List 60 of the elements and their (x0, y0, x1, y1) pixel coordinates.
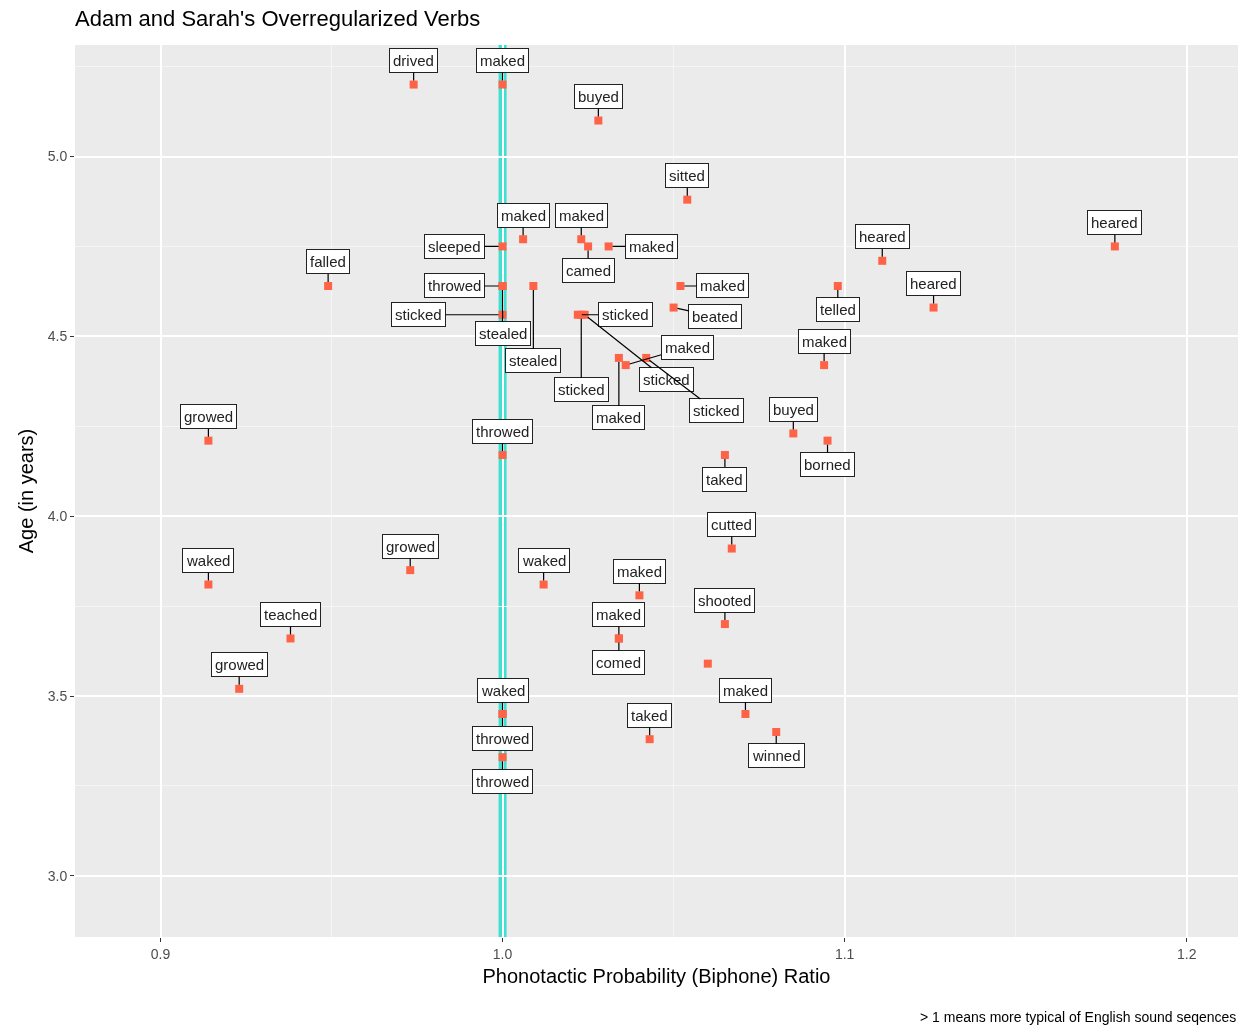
annotation: maked (802, 333, 848, 350)
y-tick-label: 5.0 (47, 148, 68, 165)
annotation: sticked (558, 381, 605, 398)
annotation: maked (596, 606, 642, 623)
y-tick-label: 4.0 (47, 508, 68, 525)
x-tick-label: 0.9 (150, 945, 171, 962)
annotation: buyed (773, 401, 814, 418)
annotation: waked (481, 682, 526, 699)
x-tick-label: 1.1 (834, 945, 855, 962)
annotation: camed (566, 262, 612, 279)
annotation: buyed (578, 88, 619, 105)
annotation: sticked (602, 306, 649, 323)
annotation: heared (1091, 214, 1138, 231)
annotation: teached (264, 606, 318, 623)
y-tick-label: 3.5 (47, 687, 68, 704)
x-axis-title: Phonotactic Probability (Biphone) Ratio (482, 965, 831, 988)
annotation: sticked (395, 306, 442, 323)
annotation: throwed (476, 423, 530, 440)
y-tick-label: 4.5 (47, 328, 68, 345)
annotation: taked (631, 707, 668, 724)
annotation: comed (596, 654, 642, 671)
annotation: telled (820, 301, 856, 318)
annotation: maked (596, 409, 642, 426)
annotation: maked (723, 682, 769, 699)
annotation: waked (522, 552, 567, 569)
annotation: taked (706, 471, 743, 488)
annotation: drived (393, 52, 434, 69)
annotation: beated (692, 308, 738, 325)
annotation: throwed (476, 730, 530, 747)
x-tick-label: 1.0 (492, 945, 513, 962)
annotation: cutted (711, 516, 752, 533)
annotation: sitted (669, 167, 705, 184)
annotation: falled (310, 253, 346, 270)
annotation: growed (215, 656, 265, 673)
annotation: stealed (509, 352, 558, 369)
annotation: maked (501, 207, 547, 224)
annotation: winned (752, 747, 801, 764)
y-tick-label: 3.0 (47, 867, 68, 884)
annotation: heared (859, 228, 906, 245)
annotation: maked (559, 207, 605, 224)
chart-title: Adam and Sarah's Overregularized Verbs (75, 5, 481, 31)
annotation: throwed (428, 277, 482, 294)
annotation: borned (804, 456, 851, 473)
annotation: sleeped (428, 238, 481, 255)
annotation: maked (629, 238, 675, 255)
annotation: maked (480, 52, 526, 69)
annotation: throwed (476, 773, 530, 790)
annotation: waked (186, 552, 231, 569)
y-axis-title: Age (in years) (15, 428, 38, 554)
x-tick-label: 1.2 (1176, 945, 1197, 962)
annotation: maked (665, 339, 711, 356)
annotation: growed (184, 408, 234, 425)
annotation: maked (617, 563, 663, 580)
annotation: heared (910, 275, 957, 292)
annotation: maked (700, 277, 746, 294)
text: > 1 means more typical of English sound seqences (920, 1009, 1237, 1025)
annotation: stealed (479, 325, 528, 342)
annotation: growed (386, 538, 436, 555)
annotation: shooted (698, 592, 752, 609)
annotation: sticked (693, 402, 740, 419)
